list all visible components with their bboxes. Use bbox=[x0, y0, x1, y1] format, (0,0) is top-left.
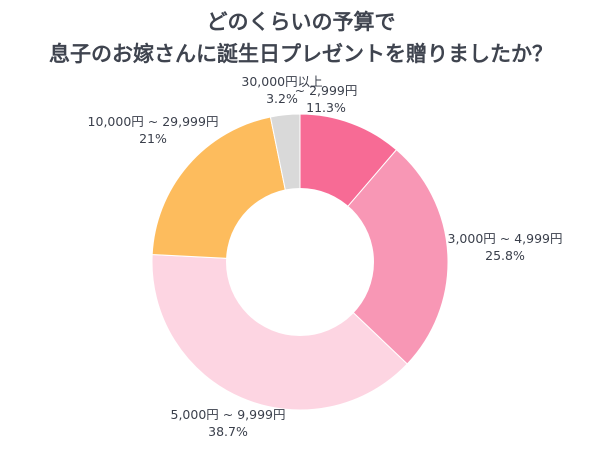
slice-label-1: 3,000円 ~ 4,999円 bbox=[448, 231, 563, 246]
slice-value-1: 25.8% bbox=[485, 248, 525, 263]
slice-1 bbox=[299, 149, 449, 365]
slice-label-4: 30,000円以上 bbox=[241, 74, 322, 89]
chart-title-line-2: 息子のお嫁さんに誕生日プレゼントを贈りましたか？ bbox=[49, 42, 553, 66]
slice-label-2: 5,000円 ~ 9,999円 bbox=[171, 407, 286, 422]
chart-title-line-1: どのくらいの予算で bbox=[206, 10, 396, 34]
slice-value-2: 38.7% bbox=[208, 424, 248, 439]
slice-value-4: 3.2% bbox=[266, 91, 298, 106]
slice-label-3: 10,000円 ~ 29,999円 bbox=[88, 114, 219, 129]
slice-labels: ~ 2,999円 11.3% 3,000円 ~ 4,999円 25.8% 5,000円 … bbox=[88, 74, 563, 439]
slice-value-3: 21% bbox=[139, 131, 167, 146]
donut-hole bbox=[226, 188, 374, 336]
slice-value-0: 11.3% bbox=[306, 100, 346, 115]
slice-label-0: ~ 2,999円 bbox=[295, 83, 358, 98]
